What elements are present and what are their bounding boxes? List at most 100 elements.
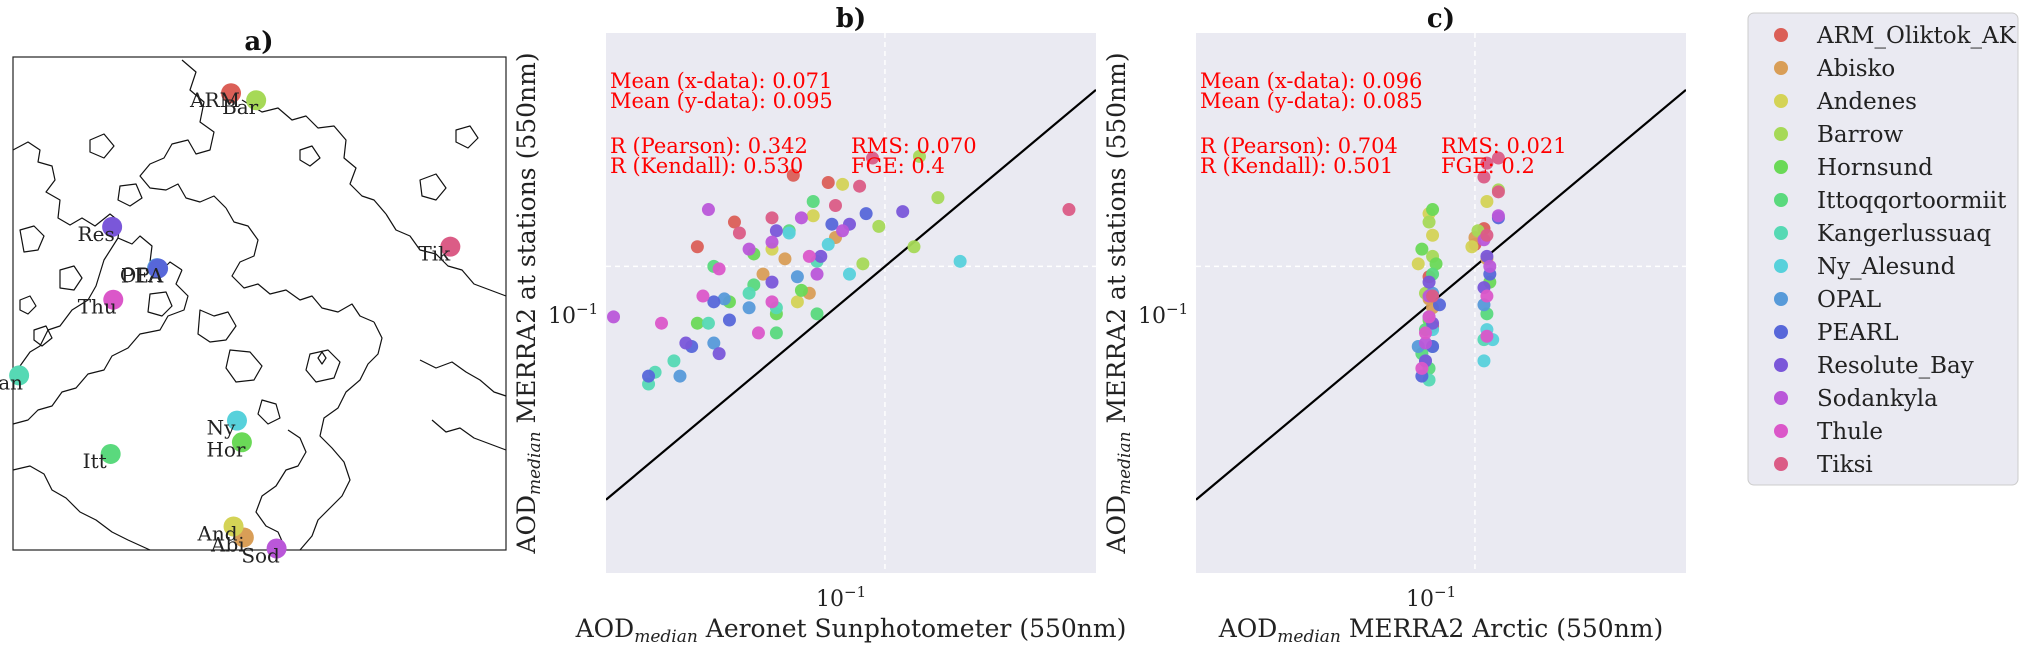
point xyxy=(742,286,756,300)
point xyxy=(872,219,886,233)
point xyxy=(931,191,945,205)
coastlines xyxy=(12,59,507,551)
station-marker xyxy=(100,443,121,464)
point xyxy=(953,254,967,268)
panel-c-ylabel: AODmedian MERRA2 at stations (550nm) xyxy=(1102,52,1135,554)
point xyxy=(1491,185,1505,199)
panel-b-mean-x: Mean (x-data): 0.071 xyxy=(610,69,832,93)
station-marker xyxy=(231,432,252,453)
point xyxy=(1422,310,1436,324)
station-marker xyxy=(226,410,247,431)
point xyxy=(859,207,873,221)
point xyxy=(655,316,669,330)
legend-marker xyxy=(1774,358,1788,372)
point xyxy=(802,249,816,263)
legend-label: Hornsund xyxy=(1817,155,1933,181)
panel-a: a) xyxy=(0,27,507,567)
point xyxy=(810,307,824,321)
panel-c: c) Mean (x-data): 0.096 Mean (y-data): 0… xyxy=(1102,4,1686,647)
legend: ARM_Oliktok_AK Abisko Andenes Barrow Hornsun… xyxy=(1747,12,2019,486)
station-label: Tik xyxy=(418,242,451,266)
point xyxy=(1422,275,1436,289)
panel-b-y-tick: 10−1 xyxy=(548,300,598,329)
station-label: Hor xyxy=(206,437,245,461)
point xyxy=(690,240,704,254)
point xyxy=(732,226,746,240)
point xyxy=(778,252,792,266)
point xyxy=(856,257,870,271)
point xyxy=(765,275,779,289)
point xyxy=(756,267,770,281)
panel-b-plot-area xyxy=(606,33,1096,573)
point xyxy=(1415,242,1429,256)
panel-c-x-tick: 10−1 xyxy=(1406,583,1456,612)
point xyxy=(1491,209,1505,223)
point xyxy=(765,211,779,225)
station-label: ARM xyxy=(189,88,240,112)
point xyxy=(712,347,726,361)
point xyxy=(1480,249,1494,263)
legend-marker xyxy=(1774,226,1788,240)
panel-b-x-tick: 10−1 xyxy=(816,583,866,612)
legend-marker xyxy=(1774,28,1788,42)
point xyxy=(1062,203,1076,217)
legend-marker xyxy=(1774,391,1788,405)
station-marker xyxy=(223,516,244,537)
point xyxy=(751,326,765,340)
legend-label: Tiksi xyxy=(1817,452,1873,478)
panel-c-xlabel: AODmedian MERRA2 Arctic (550nm) xyxy=(1218,614,1664,647)
point xyxy=(690,316,704,330)
point xyxy=(712,262,726,276)
legend-marker xyxy=(1774,325,1788,339)
legend-label: PEARL xyxy=(1817,320,1898,346)
panel-b-xlabel: AODmedian Aeronet Sunphotometer (550nm) xyxy=(575,614,1127,647)
station-marker xyxy=(440,236,461,257)
point xyxy=(1480,228,1494,242)
panel-c-mean-y: Mean (y-data): 0.085 xyxy=(1200,89,1423,113)
station-label: Ny xyxy=(207,416,237,440)
station-label: Sod xyxy=(241,543,280,567)
point xyxy=(1422,215,1436,229)
station-label: Kan xyxy=(0,370,23,394)
point xyxy=(1483,259,1497,273)
legend-marker xyxy=(1774,457,1788,471)
point xyxy=(794,211,808,225)
point xyxy=(842,267,856,281)
point xyxy=(701,203,715,217)
panel-c-title: c) xyxy=(1427,4,1455,34)
point xyxy=(765,235,779,249)
legend-label: Abisko xyxy=(1816,56,1895,82)
point xyxy=(673,369,687,383)
point xyxy=(1426,228,1440,242)
panel-b-title: b) xyxy=(836,4,866,34)
one-to-one-line xyxy=(606,88,1096,501)
panel-b-kendall: R (Kendall): 0.530 xyxy=(610,154,803,178)
panel-b-mean-y: Mean (y-data): 0.095 xyxy=(610,89,833,113)
point xyxy=(1426,289,1440,303)
point xyxy=(642,369,656,383)
point xyxy=(790,295,804,309)
point xyxy=(769,326,783,340)
point xyxy=(1491,151,1505,165)
station-label: Thu xyxy=(78,295,117,319)
panel-b-marks xyxy=(606,33,1096,573)
point xyxy=(806,195,820,209)
point xyxy=(727,215,741,229)
point xyxy=(866,151,880,165)
point xyxy=(825,217,839,231)
point xyxy=(722,313,736,327)
point xyxy=(1465,240,1479,254)
panel-c-rms: RMS: 0.021 xyxy=(1441,134,1567,158)
legend-marker xyxy=(1774,94,1788,108)
station-marker xyxy=(221,83,242,104)
point xyxy=(1415,361,1429,375)
point xyxy=(1480,329,1494,343)
point xyxy=(836,177,850,191)
legend-marker xyxy=(1774,424,1788,438)
legend-label: Andenes xyxy=(1816,89,1917,115)
point xyxy=(742,301,756,315)
station-label: Res xyxy=(78,222,115,246)
point xyxy=(821,175,835,189)
point xyxy=(1418,326,1432,340)
